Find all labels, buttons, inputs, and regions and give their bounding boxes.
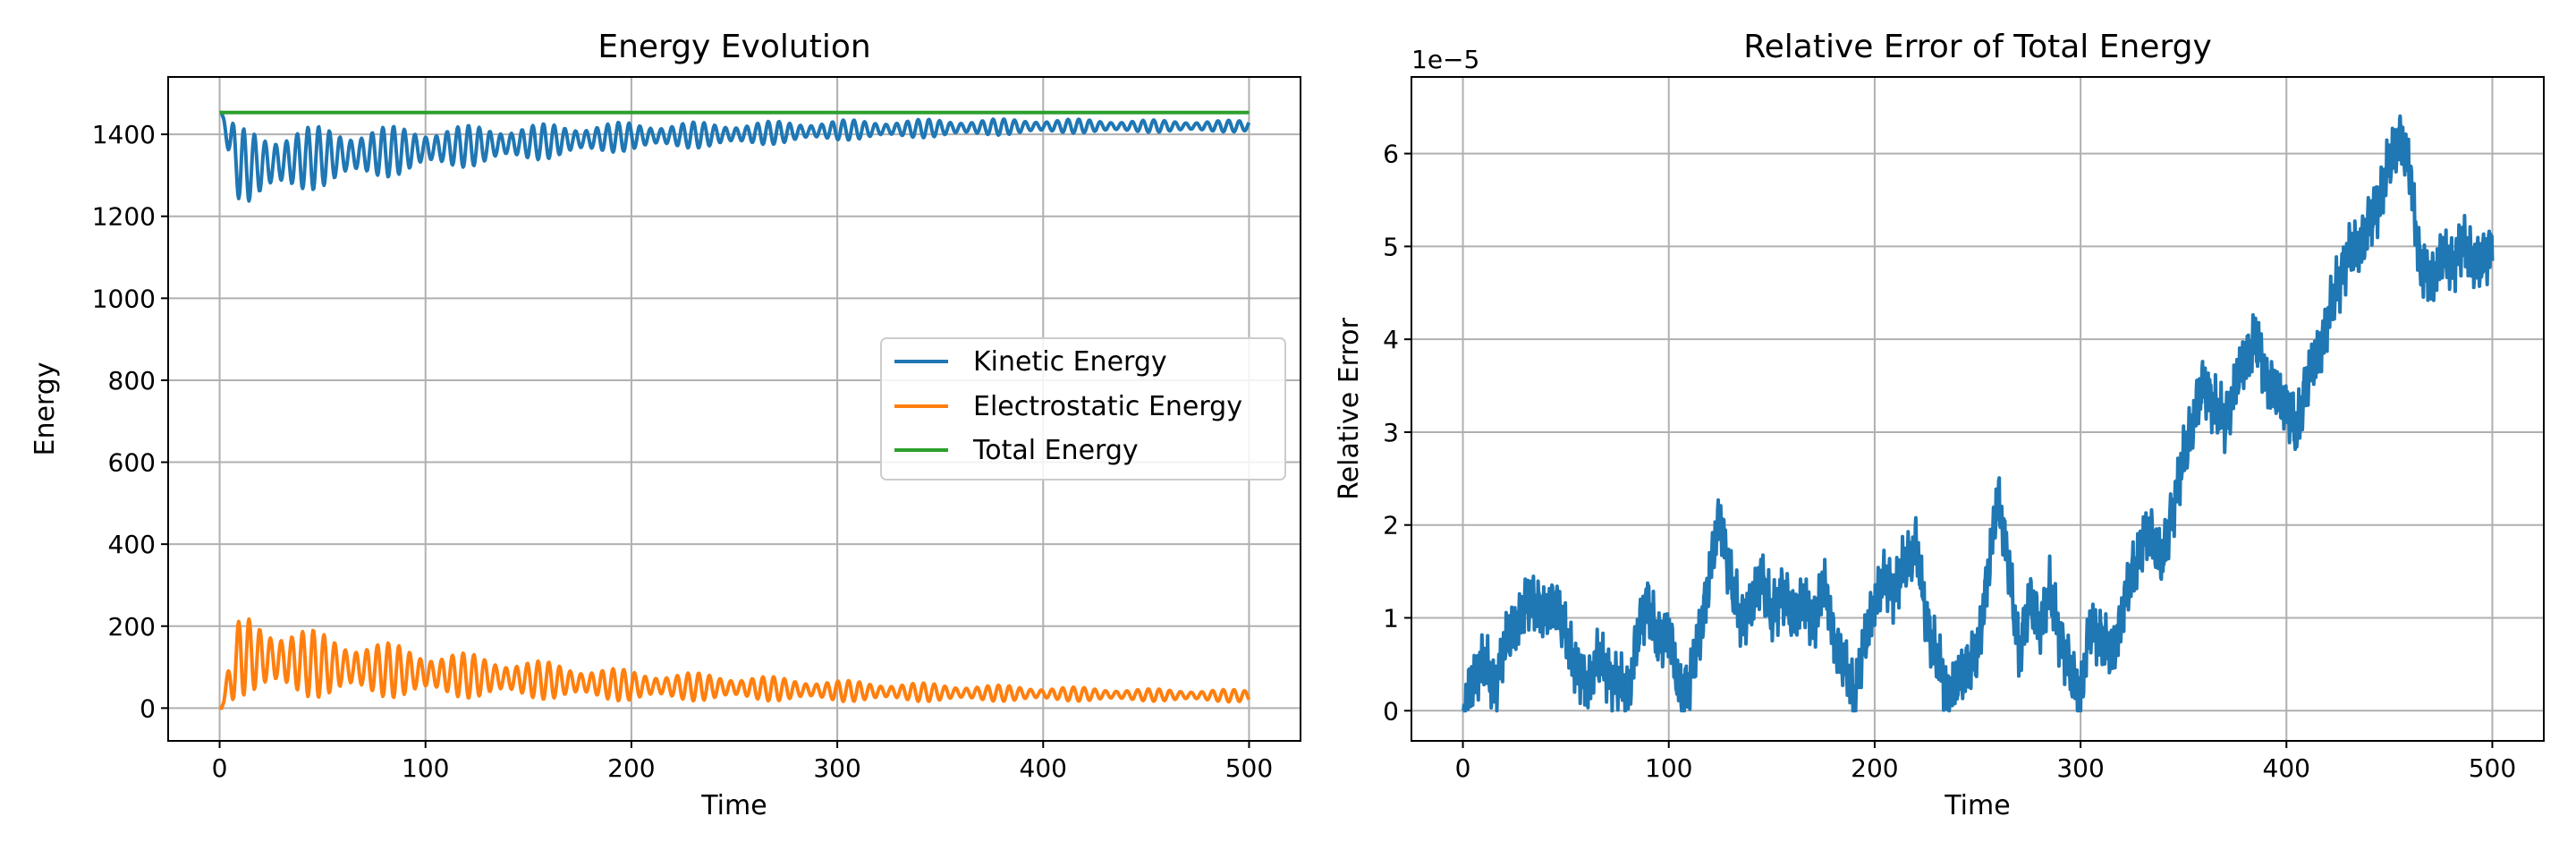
y-tick-label: 4	[1383, 325, 1399, 354]
y-tick-label: 1200	[92, 202, 156, 232]
y-tick-label: 2	[1383, 511, 1399, 540]
x-tick-label: 400	[2263, 753, 2310, 783]
y-tick-label: 600	[108, 448, 156, 478]
error-chart-title: Relative Error of Total Energy	[1743, 29, 2212, 65]
x-tick-label: 0	[1455, 753, 1471, 783]
x-tick-label: 500	[1225, 753, 1273, 783]
energy-plot-frame	[167, 76, 1301, 742]
x-tick-label: 100	[1645, 753, 1692, 783]
x-tick-label: 500	[2469, 753, 2516, 783]
error-plot-frame	[1411, 76, 2545, 742]
energy-y-axis-label: Energy	[30, 361, 61, 455]
x-tick-label: 200	[607, 753, 655, 783]
y-tick-label: 5	[1383, 232, 1399, 261]
x-tick-label: 200	[1851, 753, 1898, 783]
error-y-axis-label: Relative Error	[1334, 318, 1365, 500]
y-tick-label: 1	[1383, 603, 1399, 633]
series-line-1	[218, 617, 1251, 710]
energy-chart-title: Energy Evolution	[597, 29, 870, 65]
energy-lines	[218, 110, 1251, 710]
legend-electrostatic-label: Electrostatic Energy	[973, 391, 1242, 422]
y-tick-label: 3	[1383, 418, 1399, 447]
y-tick-label: 200	[108, 612, 156, 642]
x-tick-label: 100	[402, 753, 449, 783]
legend-total-label: Total Energy	[972, 435, 1139, 466]
error-ticks: 0 100 200 300 400 500 0 1 2 3 4 5 6	[1383, 140, 2516, 783]
x-tick-label: 300	[813, 753, 860, 783]
error-x-axis-label: Time	[1944, 790, 2010, 821]
energy-evolution-chart: 0 100 200 300 400 500 0 200 400 600 800 1000 1200 140…	[30, 29, 1301, 821]
series-line-0	[218, 110, 1251, 203]
y-tick-label: 0	[140, 693, 156, 723]
error-offset-label: 1e−5	[1411, 45, 1479, 74]
y-tick-label: 1000	[92, 284, 156, 313]
energy-legend: Kinetic Energy Electrostatic Energy Tota…	[880, 337, 1286, 481]
x-tick-label: 400	[1020, 753, 1067, 783]
y-tick-label: 400	[108, 530, 156, 559]
legend-kinetic-label: Kinetic Energy	[973, 346, 1167, 378]
error-lines	[1462, 114, 2495, 713]
y-tick-label: 1400	[92, 120, 156, 149]
y-tick-label: 800	[108, 366, 156, 395]
energy-x-axis-label: Time	[700, 790, 767, 821]
relative-error-chart: 0 100 200 300 400 500 0 1 2 3 4 5 6 Relative Error o…	[1334, 29, 2545, 821]
x-tick-label: 300	[2056, 753, 2104, 783]
y-tick-label: 6	[1383, 140, 1399, 169]
legend-box	[880, 337, 1286, 481]
series-line-0	[1462, 114, 2495, 713]
x-tick-label: 0	[212, 753, 228, 783]
energy-ticks: 0 100 200 300 400 500 0 200 400 600 800 1000 1200 140…	[92, 120, 1273, 783]
y-tick-label: 0	[1383, 696, 1399, 726]
